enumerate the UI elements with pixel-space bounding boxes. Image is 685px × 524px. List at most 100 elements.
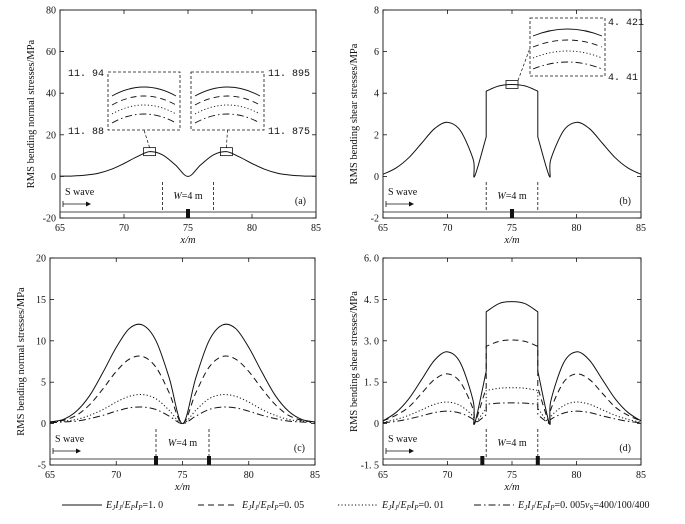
legend-label-part: P bbox=[266, 504, 272, 512]
width-label: W=4 m bbox=[497, 438, 526, 449]
y-tick-label: 6. 0 bbox=[364, 254, 379, 265]
y-tick-label: 40 bbox=[46, 89, 56, 100]
panel-label: (b) bbox=[619, 196, 631, 207]
legend-label-part: J bbox=[119, 504, 123, 512]
y-tick-label: 0 bbox=[51, 172, 56, 183]
inset-curve-dashdot bbox=[111, 113, 177, 124]
y-tick-label: 0 bbox=[41, 419, 46, 430]
series-line-solid bbox=[382, 301, 642, 426]
x-tick-label: 70 bbox=[111, 470, 121, 481]
inset-source-box bbox=[505, 80, 519, 89]
inset-top-value: 11. 94 bbox=[68, 69, 104, 80]
series-line-solid bbox=[49, 323, 316, 425]
width-value: =4 m bbox=[506, 191, 527, 202]
s-wave-label: S wave bbox=[65, 187, 95, 198]
width-symbol: W bbox=[173, 191, 183, 202]
x-axis-label: x/m bbox=[179, 235, 196, 246]
legend-label-part: I bbox=[546, 500, 551, 511]
y-tick-label: 0 bbox=[374, 419, 379, 430]
y-tick-label: 1. 5 bbox=[364, 378, 379, 389]
series-line-dashdot bbox=[382, 402, 642, 425]
legend-label-part: J bbox=[524, 504, 528, 512]
inset-top-value: 4. 421 bbox=[608, 18, 644, 29]
plot-frame bbox=[59, 9, 317, 219]
x-axis-label: x/m bbox=[174, 482, 191, 493]
inset-curve-dashed bbox=[111, 95, 177, 106]
legend-label-part: I bbox=[410, 500, 415, 511]
legend-label-part: =0. 01 bbox=[418, 500, 444, 511]
legend-vs-sub: S bbox=[589, 504, 593, 512]
x-tick-label: 75 bbox=[507, 470, 517, 481]
legend-label-part: P bbox=[542, 504, 548, 512]
y-tick-label: 15 bbox=[36, 295, 46, 306]
inset-curve-solid bbox=[194, 86, 261, 97]
y-tick-label: 10 bbox=[36, 336, 46, 347]
panel-label: (c) bbox=[294, 443, 305, 454]
inset-curve-solid bbox=[532, 28, 603, 37]
x-tick-label: 75 bbox=[183, 223, 193, 234]
series-line-dotted bbox=[382, 387, 642, 425]
y-axis-label: RMS bending normal stresses/MPa bbox=[26, 39, 37, 188]
s-wave-arrowhead bbox=[409, 201, 414, 207]
x-tick-label: 80 bbox=[247, 223, 257, 234]
x-tick-label: 80 bbox=[244, 470, 254, 481]
joint-marker bbox=[510, 209, 514, 218]
y-tick-label: 6 bbox=[374, 47, 379, 58]
legend-label: EJ​IJ​/EP​IP​=1. 0 bbox=[105, 500, 163, 512]
chart-panel-b: 65 70 75 80 85 -2 0 2 4 6 8 x/m RMS bending shear st… bbox=[349, 6, 646, 247]
y-tick-label: 4. 5 bbox=[364, 295, 379, 306]
inset-curve-dotted bbox=[194, 104, 261, 115]
legend-label-part: E bbox=[535, 500, 542, 511]
legend-label-part: J bbox=[531, 504, 535, 512]
chart-panel-d: 65 70 75 80 85 -1. 5 0 1. 5 3. 0 4. 5 6. 0 x/m RMS b… bbox=[349, 254, 646, 494]
series-line-dotted bbox=[49, 394, 316, 425]
y-axis-label: RMS bending shear stresses/MPa bbox=[349, 43, 360, 184]
inset-connector bbox=[143, 129, 150, 148]
x-tick-label: 65 bbox=[45, 470, 55, 481]
legend-label-part: =0. 05 bbox=[278, 500, 304, 511]
legend-label-part: I bbox=[526, 500, 531, 511]
legend-label: EJ​IJ​/EP​IP​=0. 05 bbox=[241, 500, 304, 512]
series-line-solid bbox=[59, 151, 317, 177]
y-tick-label: 5 bbox=[41, 378, 46, 389]
x-tick-label: 70 bbox=[443, 470, 453, 481]
y-tick-label: 60 bbox=[46, 47, 56, 58]
inset-box bbox=[529, 17, 606, 77]
width-value: =4 m bbox=[506, 438, 527, 449]
legend-label-part: E bbox=[517, 500, 524, 511]
legend-label-part: I bbox=[250, 500, 255, 511]
legend-label-part: =0. 005 bbox=[554, 500, 585, 511]
y-tick-label: -1. 5 bbox=[361, 461, 379, 472]
y-tick-label: -2 bbox=[371, 214, 379, 225]
x-tick-label: 85 bbox=[636, 470, 646, 481]
x-tick-label: 65 bbox=[378, 223, 388, 234]
joint-marker bbox=[480, 456, 485, 465]
y-tick-label: 2 bbox=[374, 130, 379, 141]
inset-connector bbox=[517, 47, 531, 81]
legend-label-part: =1. 0 bbox=[142, 500, 163, 511]
inset-top-value: 11. 895 bbox=[268, 69, 310, 80]
legend-vs-label: vS=400/100/400 bbox=[585, 500, 650, 512]
legend-label-part: / bbox=[534, 500, 537, 511]
legend-label-part: E bbox=[259, 500, 266, 511]
inset-curve-dashed bbox=[194, 95, 261, 106]
width-label: W=4 m bbox=[173, 191, 202, 202]
y-tick-label: 8 bbox=[374, 6, 379, 17]
x-tick-label: 85 bbox=[310, 470, 320, 481]
s-wave-arrowhead bbox=[409, 448, 414, 454]
inset-bottom-value: 11. 875 bbox=[268, 127, 310, 138]
legend-label-part: I bbox=[114, 500, 119, 511]
inset-box bbox=[107, 71, 181, 131]
x-tick-label: 80 bbox=[572, 470, 582, 481]
x-tick-label: 65 bbox=[378, 470, 388, 481]
legend-label: EJ​IJ​/EP​IP​=0. 01 bbox=[381, 500, 444, 512]
s-wave-label: S wave bbox=[388, 434, 418, 445]
x-tick-label: 85 bbox=[636, 223, 646, 234]
width-symbol: W bbox=[168, 438, 178, 449]
chart-panel-c: 65 70 75 80 85 -5 0 5 10 15 20 x/m RMS bending norma… bbox=[16, 254, 320, 494]
legend-label-part: P bbox=[273, 504, 279, 512]
legend-label-part: J bbox=[112, 504, 116, 512]
inset-curve-dashed bbox=[532, 39, 603, 48]
legend-label-part: J bbox=[388, 504, 392, 512]
legend: EJ​IJ​/EP​IP​=1. 0 EJ​IJ​/EP​IP​=0. 05 EJ​… bbox=[62, 500, 650, 512]
